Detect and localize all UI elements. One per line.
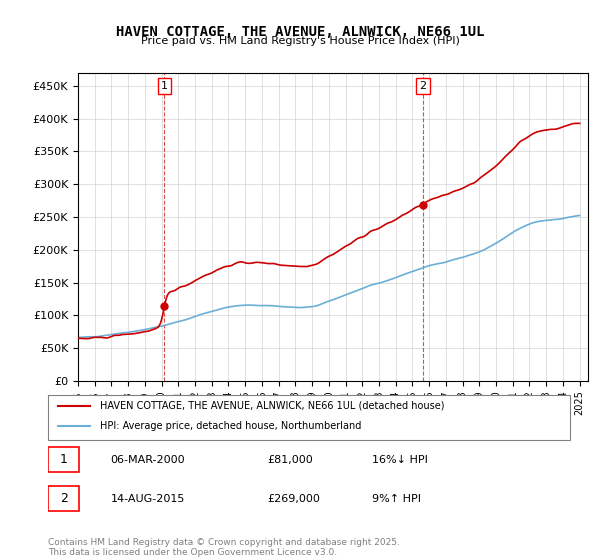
Text: 14-AUG-2015: 14-AUG-2015 — [110, 494, 185, 504]
Text: 06-MAR-2000: 06-MAR-2000 — [110, 455, 185, 465]
Text: 1: 1 — [60, 453, 68, 466]
Text: Contains HM Land Registry data © Crown copyright and database right 2025.
This d: Contains HM Land Registry data © Crown c… — [48, 538, 400, 557]
Text: £81,000: £81,000 — [267, 455, 313, 465]
Text: Price paid vs. HM Land Registry's House Price Index (HPI): Price paid vs. HM Land Registry's House … — [140, 36, 460, 46]
Text: 16%↓ HPI: 16%↓ HPI — [371, 455, 428, 465]
FancyBboxPatch shape — [48, 447, 79, 472]
FancyBboxPatch shape — [48, 395, 570, 440]
Text: £269,000: £269,000 — [267, 494, 320, 504]
Text: 2: 2 — [419, 81, 427, 91]
Text: 9%↑ HPI: 9%↑ HPI — [371, 494, 421, 504]
Text: HAVEN COTTAGE, THE AVENUE, ALNWICK, NE66 1UL (detached house): HAVEN COTTAGE, THE AVENUE, ALNWICK, NE66… — [100, 401, 445, 411]
Text: 1: 1 — [161, 81, 168, 91]
Text: HPI: Average price, detached house, Northumberland: HPI: Average price, detached house, Nort… — [100, 421, 362, 431]
Text: HAVEN COTTAGE, THE AVENUE, ALNWICK, NE66 1UL: HAVEN COTTAGE, THE AVENUE, ALNWICK, NE66… — [116, 25, 484, 39]
FancyBboxPatch shape — [48, 486, 79, 511]
Text: 2: 2 — [60, 492, 68, 505]
